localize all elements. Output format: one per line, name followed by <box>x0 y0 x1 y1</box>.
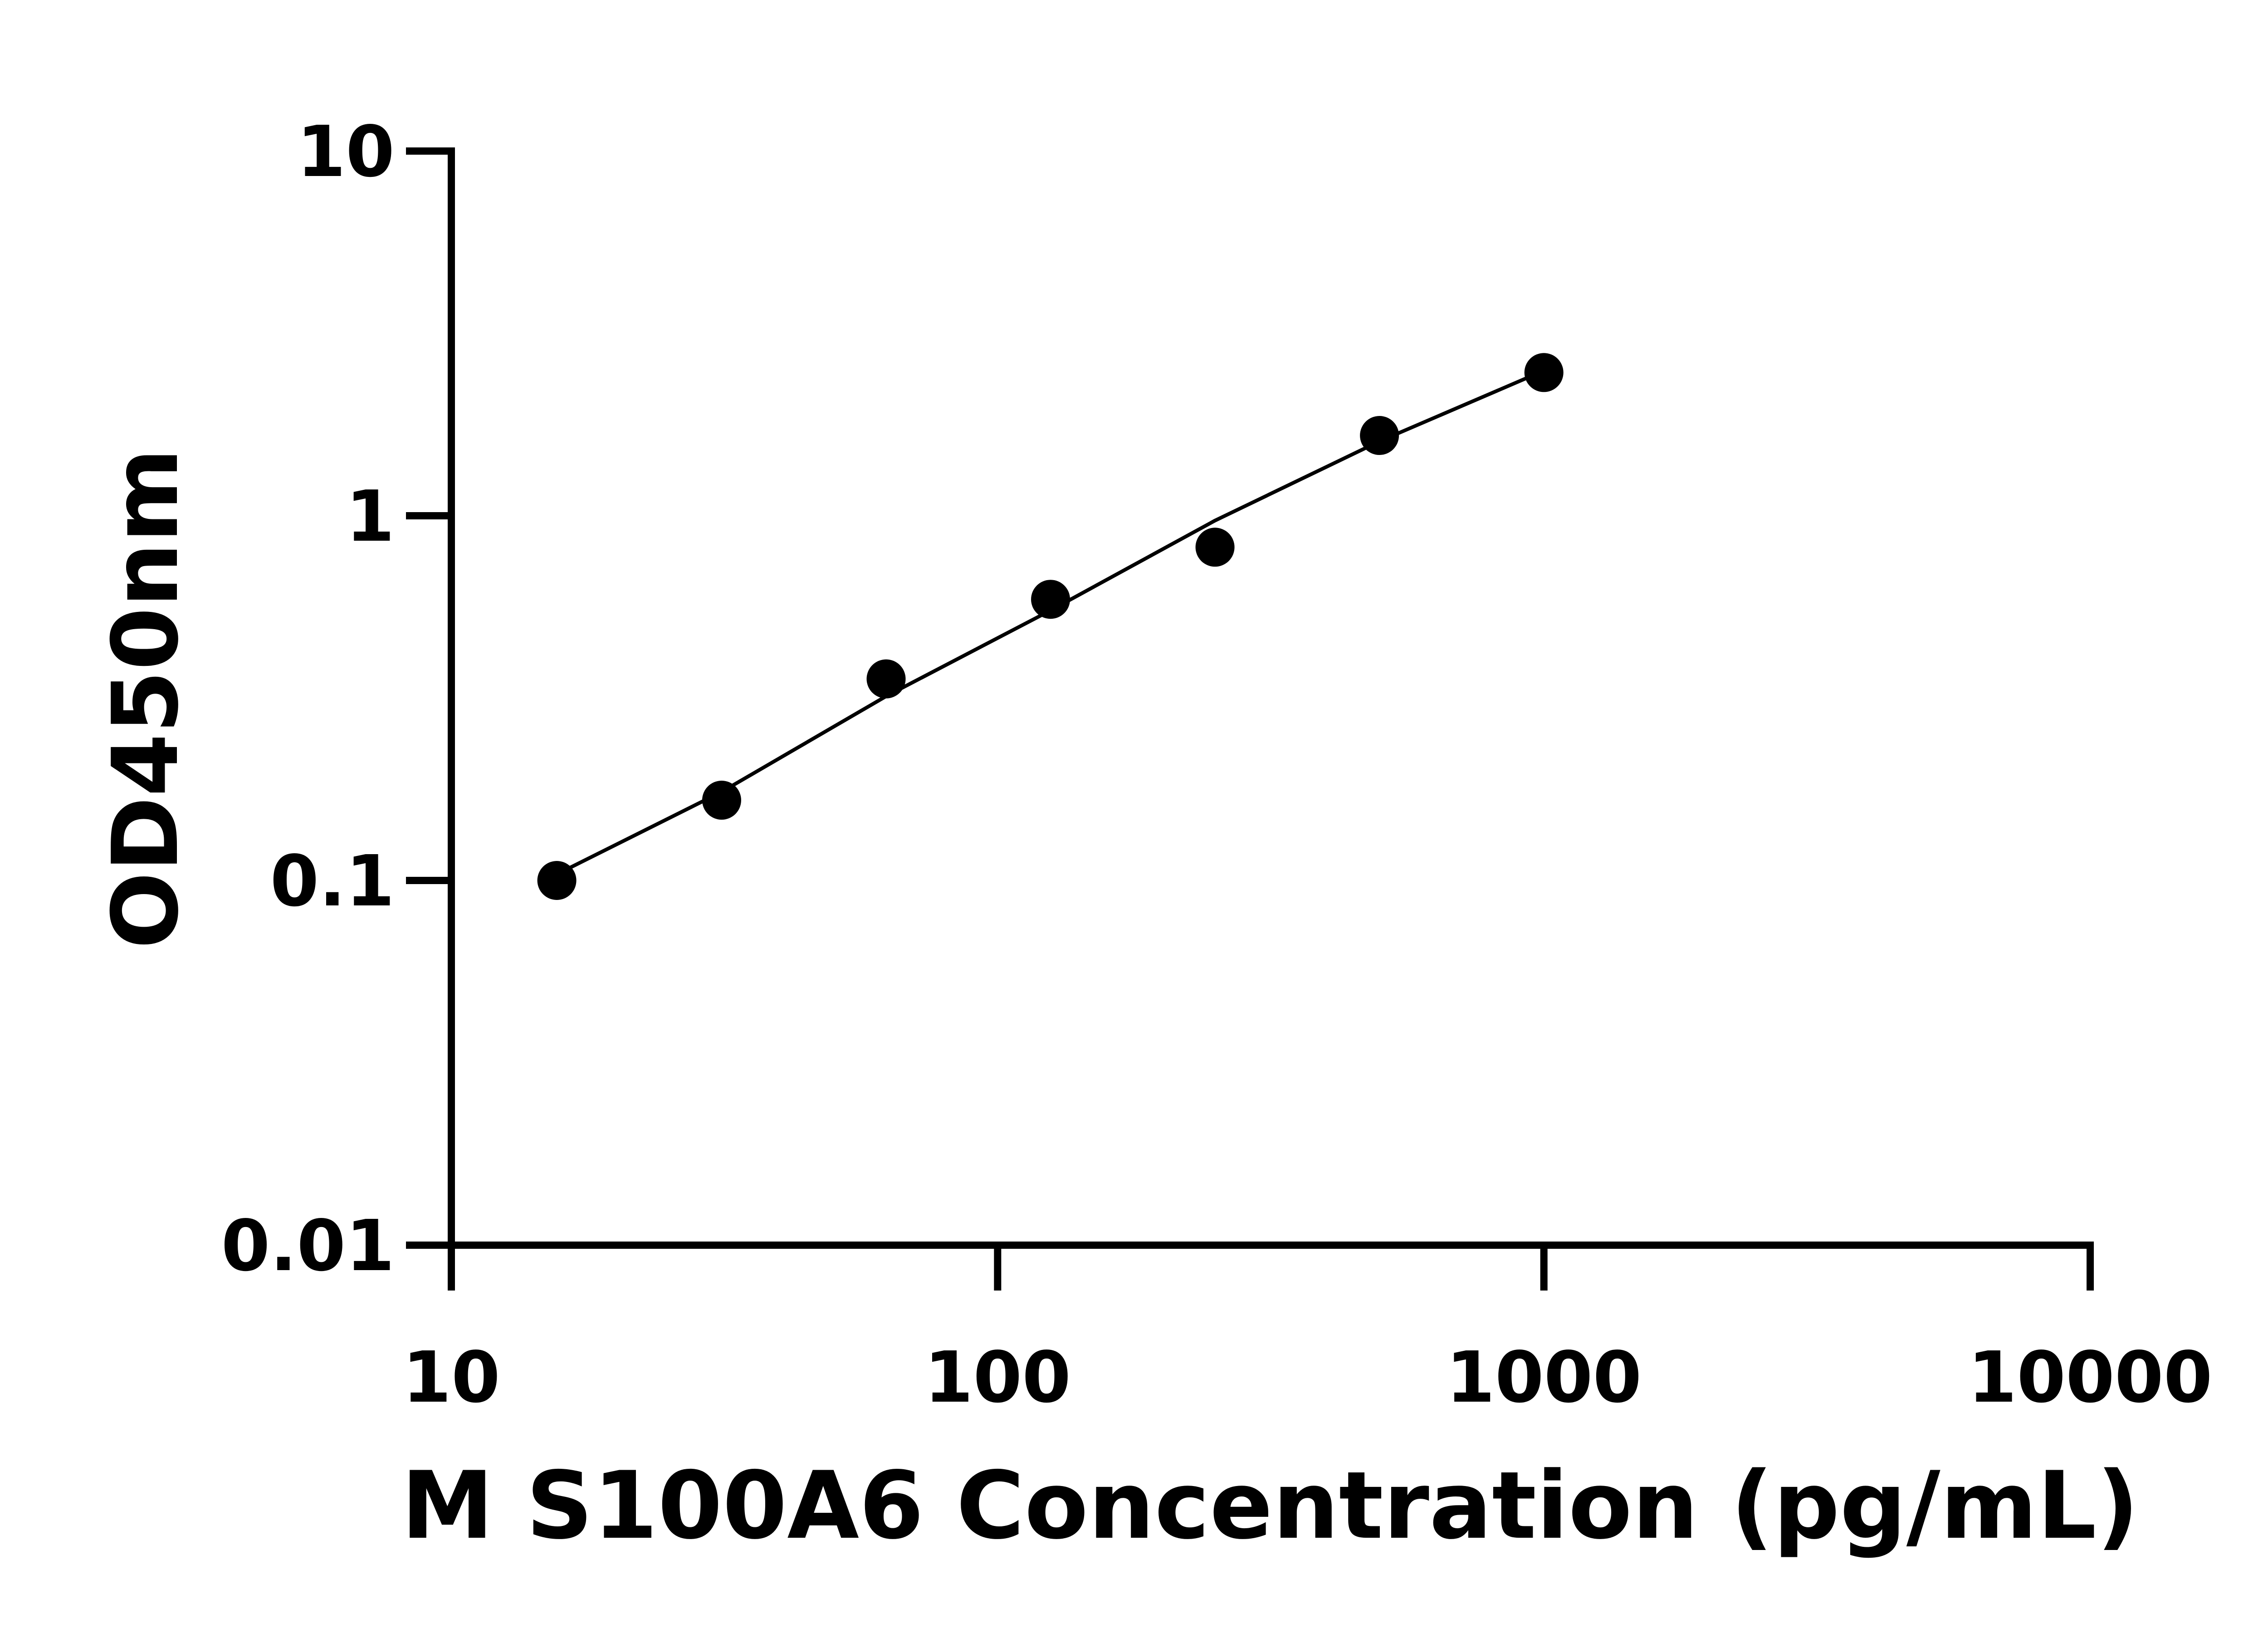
data-point <box>866 659 906 699</box>
x-tick-label: 10000 <box>1968 1336 2212 1418</box>
y-tick-label: 0.01 <box>221 1205 395 1287</box>
y-tick-label: 0.1 <box>270 840 395 922</box>
data-point <box>537 861 577 900</box>
y-axis-title: OD450nm <box>93 448 199 949</box>
data-point <box>702 781 741 820</box>
y-tick-label: 1 <box>346 475 395 557</box>
x-tick-label: 100 <box>924 1336 1071 1418</box>
x-axis-title: M S100A6 Concentration (pg/mL) <box>401 1452 2139 1560</box>
data-point <box>1195 528 1235 567</box>
y-tick-label: 10 <box>297 111 395 193</box>
x-tick-label: 1000 <box>1446 1336 1642 1418</box>
data-point <box>1524 353 1564 392</box>
data-point <box>1360 416 1399 455</box>
x-tick-label: 10 <box>402 1336 500 1418</box>
data-point <box>1031 580 1070 619</box>
